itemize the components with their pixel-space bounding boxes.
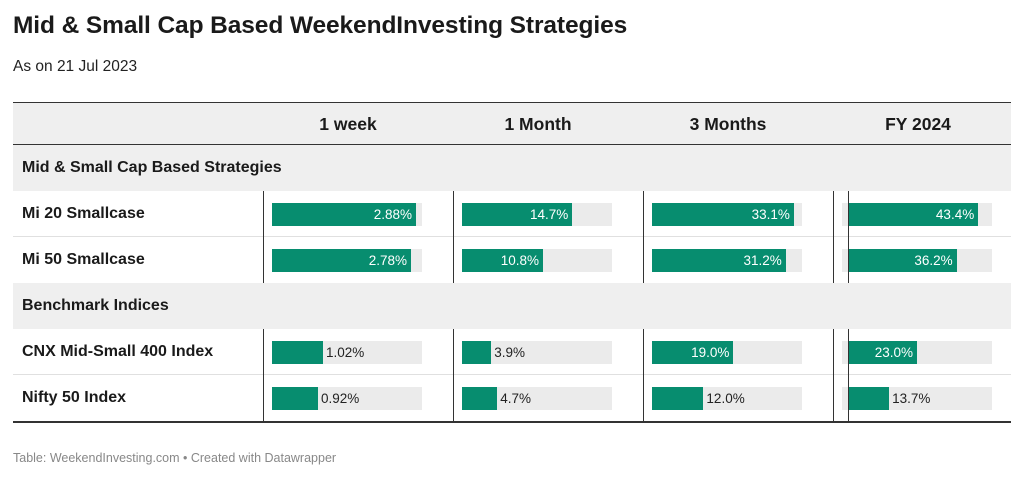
row-label: Mi 20 Smallcase bbox=[22, 205, 145, 222]
bar-fill bbox=[272, 249, 411, 272]
bar-track: 14.7% bbox=[462, 203, 612, 226]
bar-track: 19.0% bbox=[652, 341, 802, 364]
cell-1-month: 14.7% bbox=[462, 191, 632, 237]
bar-track: 1.02% bbox=[272, 341, 422, 364]
bar-track: 0.92% bbox=[272, 387, 422, 410]
cell-3-months: 31.2% bbox=[652, 237, 822, 283]
cell-1-week: 0.92% bbox=[272, 375, 442, 421]
group-label: Benchmark Indices bbox=[22, 297, 169, 314]
cell-3-months: 19.0% bbox=[652, 329, 822, 375]
cell-1-week: 1.02% bbox=[272, 329, 442, 375]
bar-value-label: 33.1% bbox=[751, 207, 790, 222]
bar-value-label: 13.7% bbox=[892, 391, 931, 406]
bar-fill bbox=[848, 249, 957, 272]
column-divider bbox=[833, 191, 834, 283]
bar-fill bbox=[848, 341, 917, 364]
column-header-1-week: 1 week bbox=[319, 114, 377, 134]
cell-fy-2024: 23.0% bbox=[842, 329, 1012, 375]
column-header-1-month: 1 Month bbox=[504, 114, 572, 134]
column-divider bbox=[453, 329, 454, 421]
column-header-3-months: 3 Months bbox=[689, 114, 767, 134]
cell-3-months: 12.0% bbox=[652, 375, 822, 421]
bar-fill bbox=[462, 341, 492, 364]
bar-value-label: 36.2% bbox=[914, 253, 953, 268]
bar-fill bbox=[652, 341, 734, 364]
bar-track: 2.78% bbox=[272, 249, 422, 272]
bar-track: 23.0% bbox=[842, 341, 992, 364]
bar-value-label: 3.9% bbox=[494, 345, 526, 360]
bar-track: 2.88% bbox=[272, 203, 422, 226]
bar-value-label: 2.88% bbox=[373, 207, 412, 222]
column-header-fy-2024: FY 2024 bbox=[885, 114, 951, 134]
bar-fill bbox=[848, 203, 979, 226]
bar-value-label: 31.2% bbox=[743, 253, 782, 268]
bar-track: 31.2% bbox=[652, 249, 802, 272]
bar-fill bbox=[272, 203, 416, 226]
row-label: Nifty 50 Index bbox=[22, 389, 127, 406]
bar-track: 4.7% bbox=[462, 387, 612, 410]
bar-fill bbox=[272, 341, 323, 364]
bar-value-label: 10.8% bbox=[500, 253, 539, 268]
column-divider bbox=[263, 329, 264, 421]
chart-title: Mid & Small Cap Based WeekendInvesting S… bbox=[13, 12, 628, 39]
cell-3-months: 33.1% bbox=[652, 191, 822, 237]
row-label: Mi 50 Smallcase bbox=[22, 251, 145, 268]
table-row: Nifty 50 Index 0.92% 4.7% 12.0% 13.7% bbox=[13, 375, 1011, 421]
zero-baseline bbox=[848, 191, 849, 283]
table-row: Mi 50 Smallcase 2.78% 10.8% 31.2% 36.2% bbox=[13, 237, 1011, 283]
group-label: Mid & Small Cap Based Strategies bbox=[22, 159, 282, 176]
bar-value-label: 23.0% bbox=[874, 345, 913, 360]
column-divider bbox=[643, 191, 644, 283]
column-divider bbox=[453, 191, 454, 283]
row-separator bbox=[13, 236, 1011, 237]
cell-fy-2024: 43.4% bbox=[842, 191, 1012, 237]
group-header: Mid & Small Cap Based Strategies bbox=[13, 145, 1011, 191]
bar-value-label: 19.0% bbox=[691, 345, 730, 360]
bar-fill bbox=[272, 387, 318, 410]
row-label: CNX Mid-Small 400 Index bbox=[22, 343, 214, 360]
bar-fill bbox=[462, 203, 573, 226]
bar-fill bbox=[652, 249, 786, 272]
bar-fill bbox=[848, 387, 890, 410]
column-divider bbox=[643, 329, 644, 421]
group-header: Benchmark Indices bbox=[13, 283, 1011, 329]
bar-fill bbox=[462, 249, 543, 272]
bar-value-label: 14.7% bbox=[529, 207, 569, 222]
table-bottom-rule bbox=[13, 421, 1011, 423]
bar-track: 3.9% bbox=[462, 341, 612, 364]
bar-value-label: 1.02% bbox=[326, 345, 365, 360]
bar-fill bbox=[652, 387, 704, 410]
bar-track: 12.0% bbox=[652, 387, 802, 410]
bar-track: 13.7% bbox=[842, 387, 992, 410]
table-row: Mi 20 Smallcase 2.88% 14.7% 33.1% 43.4% bbox=[13, 191, 1011, 237]
cell-1-month: 3.9% bbox=[462, 329, 632, 375]
table-footer: Table: WeekendInvesting.com • Created wi… bbox=[13, 451, 337, 465]
bar-track: 33.1% bbox=[652, 203, 802, 226]
table-header: 1 week 1 Month 3 Months FY 2024 bbox=[13, 102, 1011, 145]
bar-value-label: 43.4% bbox=[935, 207, 975, 222]
bar-track: 43.4% bbox=[842, 203, 992, 226]
cell-fy-2024: 36.2% bbox=[842, 237, 1012, 283]
bar-value-label: 0.92% bbox=[321, 391, 360, 406]
bar-fill bbox=[462, 387, 498, 410]
bar-value-label: 4.7% bbox=[500, 391, 532, 406]
bar-value-label: 2.78% bbox=[368, 253, 407, 268]
bar-fill bbox=[652, 203, 794, 226]
bar-track: 36.2% bbox=[842, 249, 992, 272]
column-divider bbox=[263, 191, 264, 283]
cell-1-week: 2.78% bbox=[272, 237, 442, 283]
cell-1-month: 10.8% bbox=[462, 237, 632, 283]
chart-subtitle: As on 21 Jul 2023 bbox=[13, 58, 138, 75]
bar-value-label: 12.0% bbox=[706, 391, 745, 406]
zero-baseline bbox=[848, 329, 849, 421]
table-row: CNX Mid-Small 400 Index 1.02% 3.9% 19.0% 23.… bbox=[13, 329, 1011, 375]
cell-fy-2024: 13.7% bbox=[842, 375, 1012, 421]
cell-1-week: 2.88% bbox=[272, 191, 442, 237]
cell-1-month: 4.7% bbox=[462, 375, 632, 421]
column-divider bbox=[833, 329, 834, 421]
bar-track: 10.8% bbox=[462, 249, 612, 272]
row-separator bbox=[13, 374, 1011, 375]
